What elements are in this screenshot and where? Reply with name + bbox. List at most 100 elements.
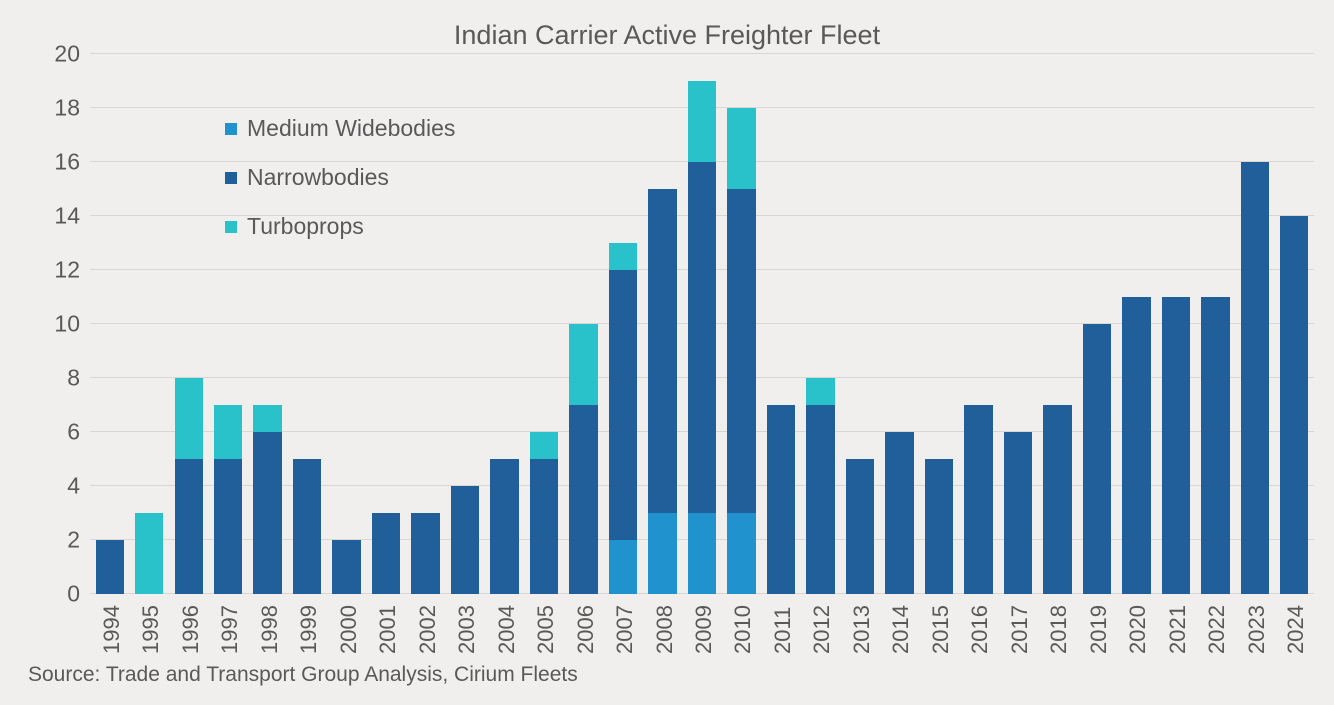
bar-segment-narrowbodies: [767, 405, 795, 594]
x-tick-label: 2005: [533, 605, 559, 654]
bar-segment-turboprops: [135, 513, 163, 594]
bar-segment-narrowbodies: [1004, 432, 1032, 594]
legend-swatch: [225, 221, 237, 233]
x-tick-label: 2000: [336, 605, 362, 654]
x-tick-label: 2002: [415, 605, 441, 654]
x-tick-label: 2012: [809, 605, 835, 654]
bar: [609, 243, 637, 594]
bar-segment-narrowbodies: [648, 189, 676, 513]
x-tick-label: 2021: [1165, 605, 1191, 654]
x-tick-label: 2007: [612, 605, 638, 654]
legend: Medium Widebodies Narrowbodies Turboprop…: [225, 115, 455, 262]
x-tick-label: 2024: [1283, 605, 1309, 654]
bar-segment-narrowbodies: [1162, 297, 1190, 594]
bar: [727, 108, 755, 594]
bar-slot: 2007: [603, 54, 642, 594]
bar-segment-narrowbodies: [885, 432, 913, 594]
bar-slot: 2012: [801, 54, 840, 594]
bar-slot: 1995: [129, 54, 168, 594]
x-tick-label: 2023: [1244, 605, 1270, 654]
bar: [1083, 324, 1111, 594]
bar-slot: 2004: [485, 54, 524, 594]
bar: [1004, 432, 1032, 594]
bar: [648, 189, 676, 594]
bar: [964, 405, 992, 594]
x-tick-label: 2011: [770, 607, 796, 654]
bar-segment-narrowbodies: [372, 513, 400, 594]
x-tick-label: 2009: [691, 605, 717, 654]
bar: [293, 459, 321, 594]
bar-segment-medium_widebodies: [727, 513, 755, 594]
x-tick-label: 2008: [652, 605, 678, 654]
bar-slot: 2008: [643, 54, 682, 594]
bar-slot: 2022: [1196, 54, 1235, 594]
x-tick-label: 2014: [888, 605, 914, 654]
bar: [885, 432, 913, 594]
bar-segment-narrowbodies: [846, 459, 874, 594]
legend-item-narrowbodies: Narrowbodies: [225, 164, 455, 191]
y-tick-label: 10: [30, 311, 80, 338]
bar: [1043, 405, 1071, 594]
bar-segment-turboprops: [806, 378, 834, 405]
bar-segment-narrowbodies: [96, 540, 124, 594]
legend-item-turboprops: Turboprops: [225, 213, 455, 240]
bar-segment-turboprops: [688, 81, 716, 162]
bar: [1241, 162, 1269, 594]
x-tick-label: 1998: [257, 605, 283, 654]
chart-title: Indian Carrier Active Freighter Fleet: [0, 20, 1334, 51]
bar: [569, 324, 597, 594]
bar-segment-turboprops: [530, 432, 558, 459]
x-tick-label: 2003: [454, 605, 480, 654]
bar: [767, 405, 795, 594]
y-tick-label: 16: [30, 149, 80, 176]
legend-item-medium-widebodies: Medium Widebodies: [225, 115, 455, 142]
bar-segment-narrowbodies: [1241, 162, 1269, 594]
bar-slot: 2014: [880, 54, 919, 594]
bar-segment-turboprops: [727, 108, 755, 189]
bar-segment-narrowbodies: [1201, 297, 1229, 594]
legend-label: Medium Widebodies: [247, 115, 455, 142]
x-tick-label: 2013: [849, 605, 875, 654]
bar-segment-narrowbodies: [1280, 216, 1308, 594]
bar: [530, 432, 558, 594]
bar-slot: 2010: [722, 54, 761, 594]
legend-swatch: [225, 123, 237, 135]
bar-segment-narrowbodies: [451, 486, 479, 594]
x-tick-label: 2018: [1046, 605, 1072, 654]
bar-segment-narrowbodies: [490, 459, 518, 594]
y-tick-label: 8: [30, 365, 80, 392]
x-tick-label: 2006: [573, 605, 599, 654]
bar-slot: 2020: [1117, 54, 1156, 594]
bar: [1162, 297, 1190, 594]
bar: [451, 486, 479, 594]
bar-segment-turboprops: [175, 378, 203, 459]
bar: [1122, 297, 1150, 594]
y-tick-label: 12: [30, 257, 80, 284]
x-tick-label: 1999: [296, 605, 322, 654]
bar-segment-medium_widebodies: [648, 513, 676, 594]
bar-segment-medium_widebodies: [609, 540, 637, 594]
bar-slot: 2006: [564, 54, 603, 594]
bar-slot: 2017: [998, 54, 1037, 594]
x-tick-label: 2015: [928, 605, 954, 654]
bar-slot: 2013: [840, 54, 879, 594]
bar-segment-narrowbodies: [293, 459, 321, 594]
y-tick-label: 20: [30, 41, 80, 68]
bar: [135, 513, 163, 594]
y-tick-label: 14: [30, 203, 80, 230]
bar-segment-narrowbodies: [530, 459, 558, 594]
x-tick-label: 1995: [138, 605, 164, 654]
bar-slot: 2015: [919, 54, 958, 594]
bar-slot: 2019: [1077, 54, 1116, 594]
x-tick-label: 2022: [1204, 605, 1230, 654]
x-tick-label: 1994: [99, 605, 125, 654]
x-tick-label: 2020: [1125, 605, 1151, 654]
x-tick-label: 2016: [967, 605, 993, 654]
bar: [411, 513, 439, 594]
x-tick-label: 2004: [494, 605, 520, 654]
bar-segment-narrowbodies: [214, 459, 242, 594]
legend-label: Narrowbodies: [247, 164, 389, 191]
legend-label: Turboprops: [247, 213, 364, 240]
bar-segment-narrowbodies: [332, 540, 360, 594]
bar-slot: 2024: [1275, 54, 1314, 594]
